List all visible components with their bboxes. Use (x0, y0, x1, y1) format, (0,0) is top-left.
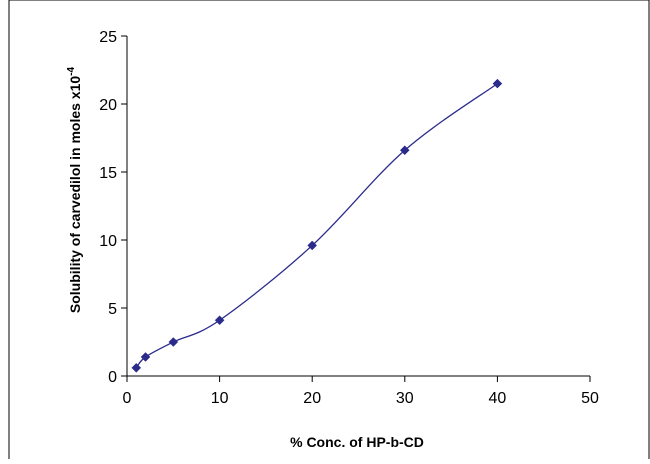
data-point-marker (140, 352, 151, 362)
series-line (135, 83, 498, 369)
x-tick-label: 20 (303, 390, 321, 407)
data-point-marker (131, 362, 142, 373)
y-axis-ticks: 0 5 10 15 20 25 (99, 29, 127, 386)
y-axis-title-exponent: -4 (66, 66, 77, 75)
x-axis-title: % Conc. of HP-b-CD (290, 434, 424, 450)
y-tick-label: 5 (108, 301, 117, 318)
x-tick-label: 10 (211, 390, 229, 407)
x-tick-label: 50 (581, 390, 599, 407)
chart-frame (8, 0, 650, 464)
x-tick-label: 0 (123, 390, 132, 407)
y-tick-label: 25 (99, 29, 117, 46)
data-point-marker (168, 337, 179, 347)
data-point-marker (399, 145, 410, 156)
y-axis-title: Solubility of carvedilol in moles x10-4 (66, 66, 83, 313)
data-point-marker (307, 240, 318, 251)
x-tick-label: 30 (396, 390, 414, 407)
y-tick-label: 0 (108, 369, 117, 386)
x-tick-label: 40 (489, 390, 507, 407)
axes (126, 36, 590, 377)
y-tick-label: 15 (99, 165, 117, 182)
data-point-marker (214, 315, 225, 326)
series-markers (131, 78, 503, 373)
y-tick-label: 20 (99, 97, 117, 114)
data-point-marker (492, 78, 503, 89)
y-axis-title-main: Solubility of carvedilol in moles x10 (67, 76, 83, 314)
x-axis-ticks: 0 10 20 30 40 50 (123, 376, 599, 407)
y-tick-label: 10 (99, 233, 117, 250)
